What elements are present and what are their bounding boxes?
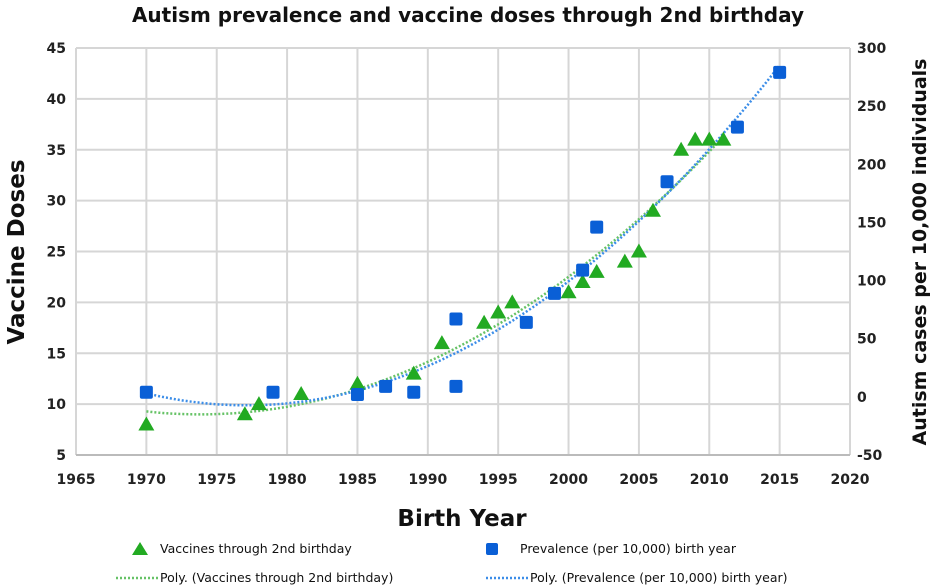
- y2-tick-label: 150: [857, 215, 886, 231]
- data-points: [138, 65, 787, 431]
- x-tick-label: 2010: [690, 472, 729, 488]
- prevalence-point: [449, 312, 463, 326]
- vaccine-point: [673, 141, 690, 156]
- y-tick-label: 25: [47, 245, 66, 261]
- y-tick-label: 20: [47, 295, 67, 311]
- vaccine-point: [504, 294, 521, 309]
- prevalence-point: [730, 120, 744, 134]
- vaccine-point: [588, 263, 605, 278]
- vaccine-point: [476, 314, 493, 329]
- y-tick-label: 35: [47, 143, 66, 159]
- x-tick-label: 1975: [197, 472, 236, 488]
- prevalence-point: [139, 385, 153, 399]
- prevalence-point: [590, 220, 604, 234]
- y-tick-label: 15: [47, 346, 66, 362]
- x-tick-label: 1985: [338, 472, 377, 488]
- vaccine-point: [138, 416, 155, 431]
- x-tick-label: 1990: [408, 472, 447, 488]
- y2-tick-label: 0: [857, 390, 867, 406]
- prevalence-point: [379, 379, 393, 393]
- vaccine-point: [574, 274, 591, 289]
- legend-label-vaccines: Vaccines through 2nd birthday: [160, 541, 352, 556]
- prevalence-point: [449, 379, 463, 393]
- x-tick-label: 1980: [268, 472, 307, 488]
- y-tick-label: 10: [47, 397, 67, 413]
- vaccine-point: [644, 202, 661, 217]
- x-tick-label: 2015: [760, 472, 799, 488]
- prevalence-point: [773, 65, 787, 79]
- prevalence-point: [350, 388, 364, 402]
- chart-title: Autism prevalence and vaccine doses thro…: [132, 3, 804, 27]
- prevalence-point: [547, 286, 561, 300]
- grid: [75, 47, 851, 456]
- y2-axis-title: Autism cases per 10,000 individuals: [909, 59, 931, 446]
- y2-tick-label: 200: [857, 157, 886, 173]
- x-tick-label: 1970: [127, 472, 166, 488]
- vaccine-point: [715, 131, 732, 146]
- vaccine-point: [236, 406, 253, 421]
- y-tick-label: 30: [47, 194, 67, 210]
- y2-tick-label: 250: [857, 99, 886, 115]
- y-axis-title: Vaccine Doses: [4, 159, 30, 344]
- vaccine-point: [701, 131, 718, 146]
- vaccine-point: [687, 131, 704, 146]
- trendline-0: [146, 135, 725, 416]
- prevalence-point: [519, 315, 533, 329]
- prevalence-point: [660, 175, 674, 189]
- y-tick-label: 45: [47, 41, 66, 57]
- tick-labels: 1965 1970 1975 1980 1985 1990 1995 2000 2005 2010…: [47, 41, 887, 488]
- x-tick-label: 1965: [57, 472, 96, 488]
- vaccine-point: [293, 385, 310, 400]
- y-tick-label: 40: [47, 92, 67, 108]
- x-tick-label: 1995: [479, 472, 518, 488]
- vaccine-point: [616, 253, 633, 268]
- prevalence-point: [266, 385, 280, 399]
- vaccine-point: [250, 396, 267, 411]
- trendline-1: [146, 64, 781, 407]
- vaccine-point: [490, 304, 507, 319]
- y2-tick-label: 50: [857, 332, 877, 348]
- x-axis-title: Birth Year: [397, 506, 527, 532]
- x-tick-label: 2005: [619, 472, 658, 488]
- y2-tick-label: 300: [857, 41, 886, 57]
- vaccine-point: [405, 365, 422, 380]
- y2-tick-label: -50: [857, 448, 883, 464]
- legend-label-vaccines-trend: Poly. (Vaccines through 2nd birthday): [160, 570, 393, 585]
- vaccine-point: [349, 375, 366, 390]
- trendlines: [146, 64, 781, 416]
- legend-label-prevalence: Prevalence (per 10,000) birth year: [520, 541, 737, 556]
- x-tick-label: 2020: [831, 472, 870, 488]
- x-tick-label: 2000: [549, 472, 588, 488]
- vaccine-point: [433, 335, 450, 350]
- prevalence-point: [576, 263, 590, 277]
- vaccine-point: [630, 243, 647, 258]
- y-tick-label: 5: [56, 448, 66, 464]
- legend-label-prevalence-trend: Poly. (Prevalence (per 10,000) birth yea…: [530, 570, 788, 585]
- legend-marker-vaccines: [132, 542, 148, 555]
- vaccine-point: [560, 284, 577, 299]
- legend-marker-prevalence: [486, 543, 498, 555]
- y2-tick-label: 100: [857, 274, 886, 290]
- prevalence-point: [407, 385, 421, 399]
- legend: Vaccines through 2nd birthday Prevalence…: [116, 541, 788, 585]
